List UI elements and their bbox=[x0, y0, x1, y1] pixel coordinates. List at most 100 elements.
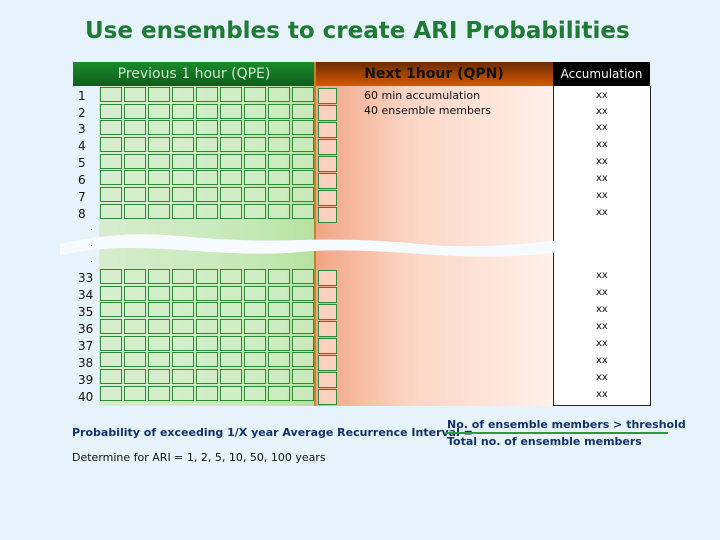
accumulation-value: xx bbox=[596, 270, 608, 281]
grid-cell bbox=[124, 137, 146, 153]
accumulation-value: xx bbox=[596, 173, 608, 184]
accumulation-value: xx bbox=[596, 321, 608, 332]
grid-cell bbox=[124, 269, 146, 284]
grid-cell bbox=[196, 319, 218, 335]
grid-cell bbox=[196, 187, 218, 203]
next-hour-cell bbox=[318, 287, 337, 303]
grid-cell bbox=[244, 137, 266, 153]
grid-cell bbox=[148, 87, 170, 102]
grid-cell bbox=[100, 87, 122, 102]
grid-cell bbox=[148, 187, 170, 203]
grid-cell bbox=[148, 120, 170, 136]
grid-cell bbox=[100, 187, 122, 203]
grid-cell bbox=[268, 203, 290, 219]
accumulation-value: xx bbox=[596, 190, 608, 201]
ensemble-grid-bottom bbox=[100, 269, 314, 401]
accumulation-value: xx bbox=[596, 389, 608, 400]
row-number: 36 bbox=[78, 322, 94, 336]
grid-cell bbox=[172, 285, 194, 301]
row-number: 35 bbox=[78, 305, 94, 319]
grid-cell bbox=[220, 203, 242, 219]
grid-cell bbox=[196, 87, 218, 102]
grid-cell bbox=[292, 170, 314, 186]
grid-cell bbox=[124, 120, 146, 136]
next-hour-cell bbox=[318, 207, 337, 223]
ensemble-count-note: 40 ensemble members bbox=[364, 104, 491, 117]
row-number: 1 bbox=[78, 89, 86, 103]
fraction-bar bbox=[446, 432, 668, 434]
grid-cell bbox=[148, 203, 170, 219]
accumulation-value: xx bbox=[596, 106, 608, 117]
grid-cell bbox=[292, 120, 314, 136]
grid-break-wave bbox=[60, 234, 560, 257]
grid-cell bbox=[124, 335, 146, 351]
slide-title: Use ensembles to create ARI Probabilitie… bbox=[85, 18, 630, 44]
grid-cell bbox=[292, 302, 314, 318]
accumulation-value: xx bbox=[596, 338, 608, 349]
accumulation-value: xx bbox=[596, 287, 608, 298]
grid-cell bbox=[100, 269, 122, 284]
grid-cell bbox=[100, 285, 122, 301]
grid-cell bbox=[100, 369, 122, 385]
grid-cell bbox=[268, 385, 290, 401]
row-number: 40 bbox=[78, 390, 94, 404]
grid-cell bbox=[268, 369, 290, 385]
grid-cell bbox=[148, 153, 170, 169]
grid-cell bbox=[196, 302, 218, 318]
next-hour-cell bbox=[318, 173, 337, 189]
grid-cell bbox=[100, 153, 122, 169]
previous-hour-header: Previous 1 hour (QPE) bbox=[73, 62, 315, 86]
grid-cell bbox=[100, 170, 122, 186]
grid-cell bbox=[148, 319, 170, 335]
accumulation-header: Accumulation bbox=[553, 62, 650, 86]
accumulation-value: xx bbox=[596, 90, 608, 101]
grid-cell bbox=[100, 302, 122, 318]
grid-cell bbox=[172, 103, 194, 119]
grid-cell bbox=[292, 103, 314, 119]
grid-cell bbox=[292, 187, 314, 203]
grid-cell bbox=[292, 87, 314, 102]
grid-cell bbox=[148, 285, 170, 301]
grid-cell bbox=[172, 137, 194, 153]
row-number: 38 bbox=[78, 356, 94, 370]
next-hour-cell bbox=[318, 270, 337, 286]
grid-cell bbox=[244, 103, 266, 119]
grid-cell bbox=[220, 120, 242, 136]
grid-cell bbox=[220, 285, 242, 301]
grid-cell bbox=[244, 335, 266, 351]
grid-cell bbox=[220, 369, 242, 385]
grid-cell bbox=[124, 285, 146, 301]
formula-denominator: Total no. of ensemble members bbox=[447, 435, 642, 448]
grid-cell bbox=[268, 120, 290, 136]
row-number: 2 bbox=[78, 106, 86, 120]
column-divider bbox=[314, 62, 316, 406]
grid-cell bbox=[244, 369, 266, 385]
grid-cell bbox=[292, 285, 314, 301]
grid-cell bbox=[220, 335, 242, 351]
ellipsis-dot: . bbox=[90, 222, 94, 233]
grid-cell bbox=[148, 302, 170, 318]
grid-cell bbox=[220, 269, 242, 284]
grid-cell bbox=[124, 302, 146, 318]
grid-cell bbox=[172, 385, 194, 401]
accumulation-value: xx bbox=[596, 139, 608, 150]
grid-cell bbox=[172, 187, 194, 203]
grid-cell bbox=[292, 153, 314, 169]
grid-cell bbox=[292, 369, 314, 385]
probability-formula-label: Probability of exceeding 1/X year Averag… bbox=[72, 426, 473, 439]
accumulation-value: xx bbox=[596, 304, 608, 315]
grid-cell bbox=[172, 369, 194, 385]
grid-cell bbox=[148, 269, 170, 284]
grid-cell bbox=[244, 352, 266, 368]
grid-cell bbox=[172, 352, 194, 368]
grid-cell bbox=[172, 302, 194, 318]
grid-cell bbox=[196, 385, 218, 401]
next-hour-cell bbox=[318, 372, 337, 388]
grid-cell bbox=[148, 103, 170, 119]
accumulation-note: 60 min accumulation bbox=[364, 89, 481, 102]
grid-cell bbox=[100, 103, 122, 119]
grid-cell bbox=[124, 103, 146, 119]
grid-cell bbox=[196, 285, 218, 301]
row-number: 37 bbox=[78, 339, 94, 353]
grid-cell bbox=[244, 120, 266, 136]
